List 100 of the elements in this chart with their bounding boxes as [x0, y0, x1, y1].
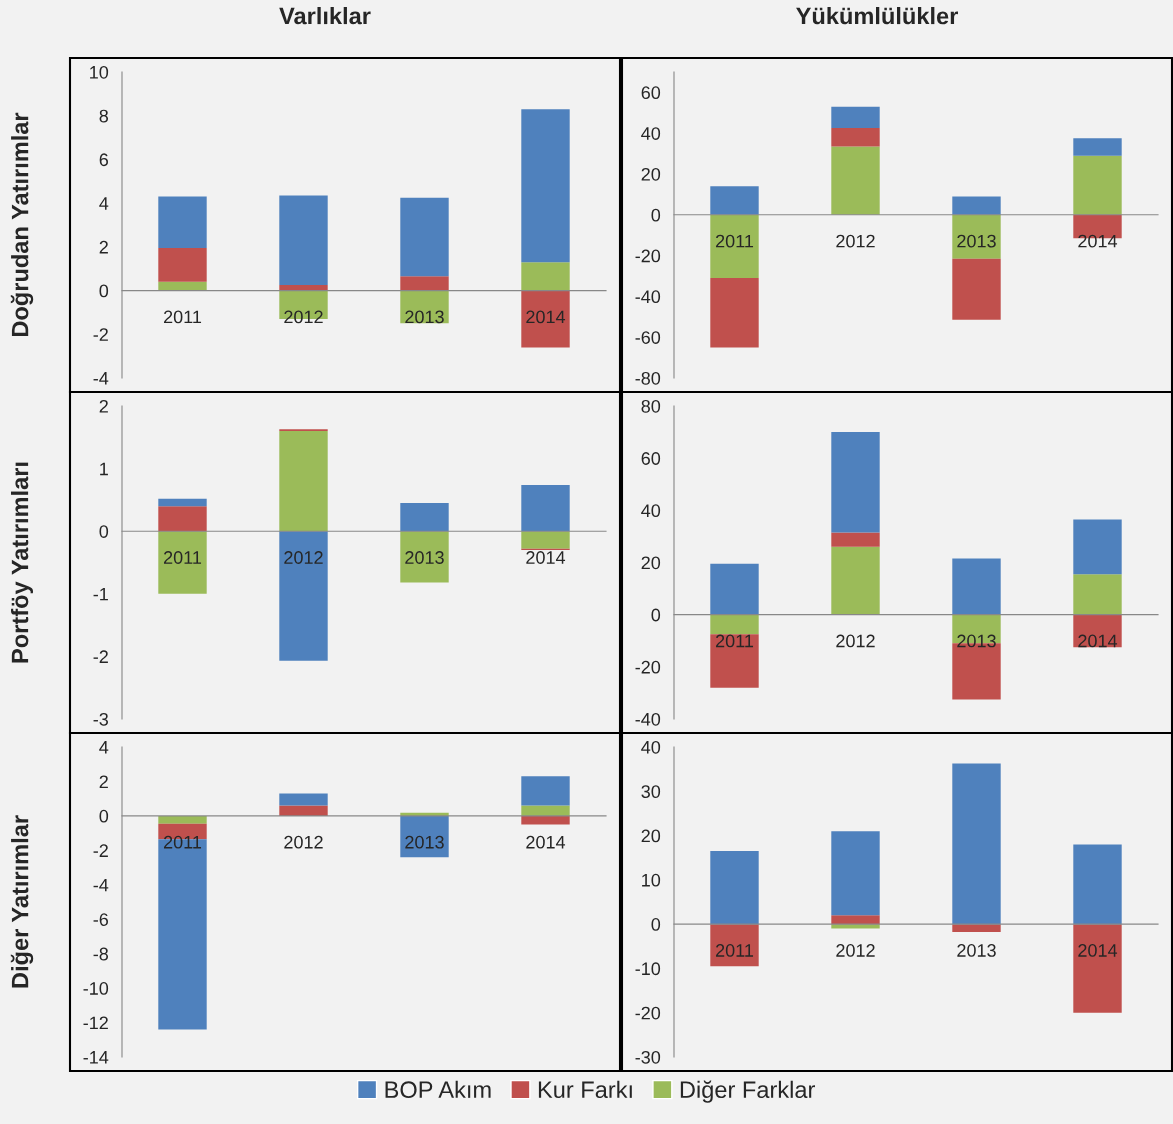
bar [831, 831, 880, 916]
y-tick-label: 2 [99, 240, 108, 254]
y-tick-label: -8 [93, 947, 109, 961]
y-tick-label: 4 [99, 197, 109, 210]
y-tick-label: 6 [99, 153, 109, 167]
bar [521, 484, 570, 532]
x-tick-label: 2011 [715, 634, 754, 648]
y-tick-label: -40 [635, 290, 661, 304]
bar [1073, 844, 1122, 925]
x-tick-label: 2012 [284, 551, 323, 564]
chart-title: Yükümlülükler [796, 7, 958, 25]
bar [400, 531, 449, 583]
bar [831, 915, 880, 925]
y-tick-label: -20 [635, 249, 661, 263]
y-tick-label: -40 [635, 712, 661, 726]
y-tick-label: -2 [93, 328, 108, 341]
y-tick-label: -4 [93, 372, 109, 385]
legend-label: Kur Farkı [538, 1080, 632, 1099]
x-tick-label: 2011 [163, 835, 202, 849]
bar [279, 793, 328, 806]
bar [952, 214, 1001, 259]
y-tick-label: -14 [83, 1051, 109, 1064]
y-axis-title: Portföy Yatırımları [11, 462, 34, 663]
legend-label: Diğer Farklar [680, 1080, 815, 1103]
bar [158, 281, 207, 291]
y-axis-title: Diğer Yatırımlar [10, 815, 34, 988]
bar [710, 278, 759, 348]
bar [831, 546, 880, 615]
y-tick-label: -60 [635, 331, 661, 344]
y-tick-label: 40 [641, 127, 661, 140]
y-tick-label: 1 [100, 462, 108, 476]
y-tick-label: -3 [93, 712, 109, 726]
y-tick-label: 0 [99, 525, 109, 538]
bar [831, 106, 880, 129]
bar [952, 196, 1001, 215]
y-tick-label: 30 [641, 785, 661, 799]
bar [1073, 138, 1122, 156]
bar [831, 128, 880, 147]
bar [158, 498, 207, 507]
bar [952, 763, 1001, 925]
bar [710, 186, 759, 215]
x-tick-label: 2014 [526, 835, 566, 849]
x-tick-label: 2014 [1078, 944, 1118, 957]
bar [1073, 155, 1122, 215]
bar [158, 531, 207, 594]
bar [1073, 614, 1122, 648]
legend-label: BOP Akım [385, 1080, 491, 1099]
y-tick-label: 0 [651, 608, 661, 622]
y-tick-label: 80 [641, 399, 661, 413]
y-tick-label: -10 [635, 962, 661, 976]
y-tick-label: -2 [93, 844, 108, 857]
bar [952, 558, 1001, 615]
bar [400, 276, 449, 291]
bar [400, 815, 449, 858]
bar [710, 924, 759, 967]
y-tick-label: -4 [93, 878, 109, 892]
x-tick-label: 2013 [405, 835, 444, 849]
x-tick-label: 2013 [957, 944, 996, 957]
y-tick-label: 4 [99, 741, 109, 754]
bar [279, 431, 328, 532]
y-tick-label: 20 [641, 167, 661, 181]
y-tick-label: 20 [641, 556, 661, 570]
bar [279, 531, 328, 661]
bar [158, 247, 207, 282]
y-tick-label: 2 [99, 399, 108, 413]
y-tick-label: -20 [635, 660, 661, 674]
y-tick-label: -2 [93, 650, 108, 663]
bar [158, 506, 207, 532]
y-tick-label: 60 [641, 452, 661, 465]
bar [521, 815, 570, 825]
bar [521, 262, 570, 291]
y-tick-label: 0 [99, 809, 109, 823]
bar [831, 924, 880, 929]
y-tick-label: 2 [99, 775, 108, 788]
x-tick-label: 2014 [1078, 234, 1118, 248]
x-tick-label: 2013 [405, 551, 444, 564]
bar [521, 109, 570, 263]
y-tick-label: 0 [651, 208, 661, 222]
bar [831, 432, 880, 533]
y-tick-label: 60 [641, 86, 661, 100]
bar [158, 196, 207, 248]
y-tick-label: -30 [635, 1050, 661, 1064]
x-tick-label: 2012 [836, 634, 875, 648]
x-tick-label: 2011 [163, 310, 202, 324]
bar [1073, 519, 1122, 575]
bar [521, 290, 570, 348]
y-tick-label: -1 [93, 587, 108, 601]
bar [710, 851, 759, 925]
y-tick-label: 8 [99, 109, 109, 123]
y-tick-label: -12 [83, 1016, 108, 1030]
y-tick-label: 40 [641, 504, 661, 518]
bar [710, 214, 759, 279]
bar [1073, 574, 1122, 615]
y-tick-label: 20 [641, 829, 661, 843]
bar [279, 195, 328, 286]
y-tick-label: 10 [90, 65, 109, 79]
bar [400, 197, 449, 277]
bar [521, 531, 570, 549]
bar [710, 563, 759, 615]
x-tick-label: 2012 [836, 944, 875, 957]
